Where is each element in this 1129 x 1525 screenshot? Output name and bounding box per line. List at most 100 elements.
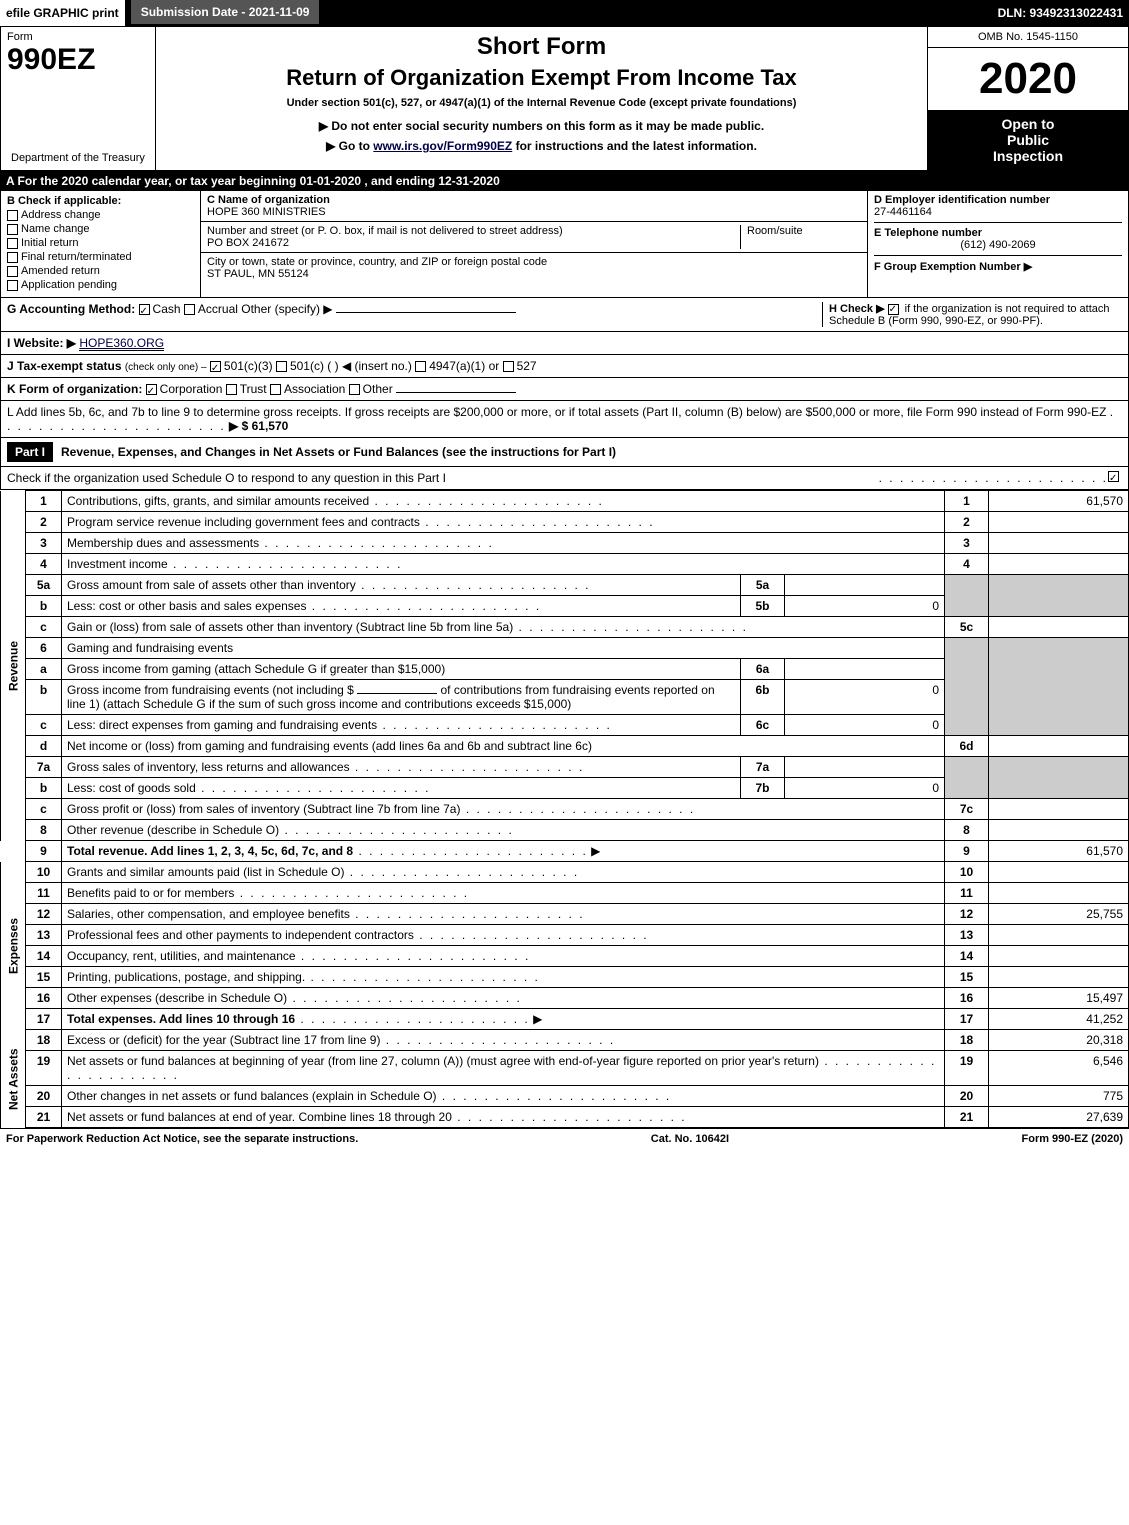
line-20: 20Other changes in net assets or fund ba… <box>1 1086 1129 1107</box>
side-expenses: Expenses <box>1 862 26 1030</box>
e-label: E Telephone number <box>874 222 1122 239</box>
chk-schedule-b[interactable] <box>888 304 899 315</box>
chk-association[interactable] <box>270 384 281 395</box>
k-opt-other: Other <box>363 382 393 396</box>
irs-link[interactable]: www.irs.gov/Form990EZ <box>373 139 512 153</box>
h-label: H Check ▶ <box>829 303 885 315</box>
chk-cash[interactable] <box>139 304 150 315</box>
omb-number: OMB No. 1545-1150 <box>928 27 1128 48</box>
footer-mid: Cat. No. 10642I <box>651 1133 729 1145</box>
submission-date-label: Submission Date - 2021-11-09 <box>129 0 322 26</box>
footer-left: For Paperwork Reduction Act Notice, see … <box>6 1133 358 1145</box>
line-1: Revenue 1 Contributions, gifts, grants, … <box>1 491 1129 512</box>
phone-value: (612) 490-2069 <box>874 239 1122 251</box>
footer-right: Form 990-EZ (2020) <box>1022 1133 1123 1145</box>
section-i: I Website: ▶ HOPE360.ORG <box>0 332 1129 355</box>
side-revenue: Revenue <box>1 491 26 841</box>
part-1-title: Revenue, Expenses, and Changes in Net As… <box>61 445 1122 459</box>
j-sub: (check only one) – <box>125 362 207 373</box>
chk-schedule-o[interactable] <box>1108 471 1119 482</box>
k-opt-assoc: Association <box>284 382 345 396</box>
form-title: Return of Organization Exempt From Incom… <box>162 65 921 91</box>
part-1-check-o: Check if the organization used Schedule … <box>0 467 1129 490</box>
open2: Public <box>934 132 1122 148</box>
addr-label: Number and street (or P. O. box, if mail… <box>207 225 563 237</box>
line-18: Net Assets 18Excess or (deficit) for the… <box>1 1030 1129 1051</box>
k-opt-trust: Trust <box>240 382 267 396</box>
line-3: 3Membership dues and assessments3 <box>1 533 1129 554</box>
addr-value: PO BOX 241672 <box>207 237 289 249</box>
city-label: City or town, state or province, country… <box>207 256 547 268</box>
j-opt2: 501(c) ( ) ◀ (insert no.) <box>290 359 412 373</box>
efile-print-button[interactable]: efile GRAPHIC print <box>0 0 125 26</box>
chk-initial-return[interactable]: Initial return <box>7 237 194 249</box>
check-o-text: Check if the organization used Schedule … <box>7 471 879 485</box>
line-15: 15Printing, publications, postage, and s… <box>1 967 1129 988</box>
goto-suffix: for instructions and the latest informat… <box>512 139 757 153</box>
city-value: ST PAUL, MN 55124 <box>207 268 309 280</box>
tax-year: 2020 <box>928 48 1128 110</box>
chk-name-change[interactable]: Name change <box>7 223 194 235</box>
line-11: 11Benefits paid to or for members11 <box>1 883 1129 904</box>
side-net-assets: Net Assets <box>1 1030 26 1128</box>
ein-value: 27-4461164 <box>874 206 1122 218</box>
j-opt1: 501(c)(3) <box>224 359 273 373</box>
line-9: 9Total revenue. Add lines 1, 2, 3, 4, 5c… <box>1 841 1129 862</box>
room-label: Room/suite <box>747 225 803 237</box>
goto-instruction: ▶ Go to www.irs.gov/Form990EZ for instru… <box>162 139 921 153</box>
chk-application-pending[interactable]: Application pending <box>7 279 194 291</box>
short-form-label: Short Form <box>162 33 921 61</box>
chk-501c[interactable] <box>276 361 287 372</box>
line-14: 14Occupancy, rent, utilities, and mainte… <box>1 946 1129 967</box>
form-header: Form 990EZ Department of the Treasury Sh… <box>0 26 1129 171</box>
open1: Open to <box>934 116 1122 132</box>
chk-corporation[interactable] <box>146 384 157 395</box>
part-1-label: Part I <box>7 442 53 462</box>
section-l: L Add lines 5b, 6c, and 7b to line 9 to … <box>0 401 1129 438</box>
header-right: OMB No. 1545-1150 2020 Open to Public In… <box>928 27 1128 170</box>
no-ssn-instruction: ▶ Do not enter social security numbers o… <box>162 119 921 133</box>
period-line-a: A For the 2020 calendar year, or tax yea… <box>0 171 1129 191</box>
line-16: 16Other expenses (describe in Schedule O… <box>1 988 1129 1009</box>
c-label: C Name of organization <box>207 194 330 206</box>
other-label: Other (specify) ▶ <box>241 302 332 316</box>
chk-amended-return[interactable]: Amended return <box>7 265 194 277</box>
chk-527[interactable] <box>503 361 514 372</box>
page-footer: For Paperwork Reduction Act Notice, see … <box>0 1128 1129 1149</box>
chk-final-return[interactable]: Final return/terminated <box>7 251 194 263</box>
line-12: 12Salaries, other compensation, and empl… <box>1 904 1129 925</box>
line-4: 4Investment income4 <box>1 554 1129 575</box>
other-specify-input[interactable] <box>336 312 516 313</box>
chk-accrual[interactable] <box>184 304 195 315</box>
section-j: J Tax-exempt status (check only one) – 5… <box>0 355 1129 378</box>
l-text: L Add lines 5b, 6c, and 7b to line 9 to … <box>7 405 1106 419</box>
line-21: 21Net assets or fund balances at end of … <box>1 1107 1129 1128</box>
line-2: 2Program service revenue including gover… <box>1 512 1129 533</box>
line-10: Expenses 10Grants and similar amounts pa… <box>1 862 1129 883</box>
line-19: 19Net assets or fund balances at beginni… <box>1 1051 1129 1086</box>
dln-label: DLN: 93492313022431 <box>998 6 1129 20</box>
part-1-table: Revenue 1 Contributions, gifts, grants, … <box>0 490 1129 1128</box>
top-bar: efile GRAPHIC print Submission Date - 20… <box>0 0 1129 26</box>
chk-4947[interactable] <box>415 361 426 372</box>
chk-other-org[interactable] <box>349 384 360 395</box>
other-org-input[interactable] <box>396 392 516 393</box>
l-amount: ▶ $ 61,570 <box>229 419 288 433</box>
website-link[interactable]: HOPE360.ORG <box>79 336 164 351</box>
k-label: K Form of organization: <box>7 382 142 396</box>
j-opt4: 527 <box>517 359 537 373</box>
chk-address-change[interactable]: Address change <box>7 209 194 221</box>
line-5a: 5aGross amount from sale of assets other… <box>1 575 1129 596</box>
header-left: Form 990EZ Department of the Treasury <box>1 27 156 170</box>
open-to-public: Open to Public Inspection <box>928 110 1128 170</box>
line-17: 17Total expenses. Add lines 10 through 1… <box>1 1009 1129 1030</box>
line-5c: cGain or (loss) from sale of assets othe… <box>1 617 1129 638</box>
j-label: J Tax-exempt status <box>7 359 122 373</box>
chk-trust[interactable] <box>226 384 237 395</box>
org-name: HOPE 360 MINISTRIES <box>207 206 326 218</box>
line-7c: cGross profit or (loss) from sales of in… <box>1 799 1129 820</box>
i-label: I Website: ▶ <box>7 336 76 350</box>
g-label: G Accounting Method: <box>7 302 135 316</box>
6b-amount-input[interactable] <box>357 693 437 694</box>
chk-501c3[interactable] <box>210 361 221 372</box>
